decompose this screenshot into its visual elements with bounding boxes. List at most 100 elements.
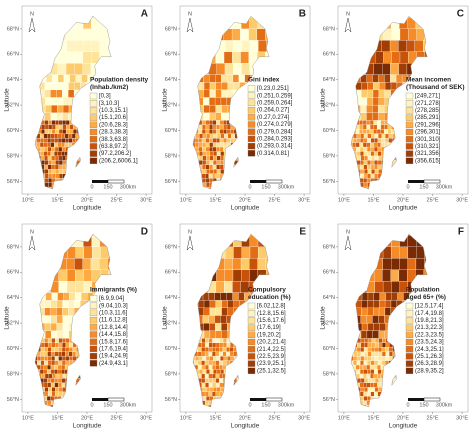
region <box>363 347 368 352</box>
region <box>48 169 53 174</box>
region <box>363 160 368 165</box>
region <box>47 351 52 357</box>
region <box>208 364 213 370</box>
region <box>61 364 66 370</box>
region <box>58 355 63 361</box>
legend-label: (301,310] <box>415 137 441 143</box>
region <box>370 391 375 397</box>
y-tick-label: 56°N <box>323 179 335 185</box>
region <box>367 164 371 170</box>
scale-bar <box>423 179 441 184</box>
region <box>208 292 215 301</box>
region <box>378 330 385 339</box>
scale-bar <box>408 180 424 183</box>
region <box>209 82 217 90</box>
region <box>212 342 217 348</box>
region <box>408 28 417 41</box>
region <box>370 124 374 130</box>
region <box>54 164 59 170</box>
y-tick-label: 58°N <box>323 153 335 159</box>
region <box>56 330 64 339</box>
y-tick-label: 58°N <box>323 371 335 377</box>
region <box>416 246 425 259</box>
y-tick-label: 68°N <box>323 26 335 32</box>
region <box>233 246 242 259</box>
region <box>54 360 59 366</box>
region <box>72 137 76 143</box>
region <box>362 124 367 130</box>
region <box>202 177 207 183</box>
legend-swatch <box>89 107 98 114</box>
region <box>205 173 209 179</box>
region <box>47 342 52 348</box>
region <box>198 155 203 161</box>
region <box>380 124 385 130</box>
region <box>73 129 77 134</box>
region <box>44 89 51 98</box>
region <box>212 347 216 352</box>
region <box>201 382 206 388</box>
scale-label: 150 <box>261 184 270 190</box>
map-panel: 68°N 66°N 64°N 62°N 60°N 58°N 56°N 10°E 15°E 20°E… <box>4 5 152 212</box>
legend-swatch <box>405 136 414 143</box>
region <box>204 391 209 397</box>
region <box>212 120 217 125</box>
region <box>194 137 199 143</box>
region <box>58 129 63 134</box>
region <box>375 338 379 343</box>
region <box>378 351 383 357</box>
region <box>206 169 211 174</box>
region <box>378 307 386 316</box>
y-tick-label: 66°N <box>323 270 335 276</box>
region <box>68 137 73 143</box>
region <box>221 104 228 113</box>
region <box>82 63 92 75</box>
region <box>359 391 364 397</box>
legend-label: (19,20.2] <box>257 332 281 338</box>
region <box>249 40 259 52</box>
y-axis-label: Latitude <box>162 306 169 330</box>
region <box>202 387 207 392</box>
legend-label: (22.3,23.5] <box>415 332 444 338</box>
region <box>51 342 56 348</box>
legend-title: Population <box>406 287 440 294</box>
country-outline <box>75 374 81 387</box>
region <box>357 378 362 383</box>
region <box>51 74 59 83</box>
region <box>51 347 56 352</box>
region <box>39 133 44 139</box>
region <box>205 146 210 152</box>
region <box>61 351 66 357</box>
region <box>374 369 378 375</box>
legend-label: (25.1,26.3] <box>415 354 444 360</box>
region <box>238 74 245 83</box>
legend-swatch <box>247 150 256 157</box>
region <box>374 160 379 165</box>
region <box>367 173 371 179</box>
legend-label: (0.251,0.259] <box>257 93 293 99</box>
region <box>45 97 52 106</box>
region <box>378 347 382 352</box>
region <box>371 342 376 348</box>
region <box>216 355 221 361</box>
region <box>223 142 228 148</box>
legend-swatch <box>405 324 414 331</box>
region <box>378 133 382 139</box>
region <box>51 155 56 161</box>
legend-swatch <box>247 106 256 114</box>
region <box>377 160 382 165</box>
scale-label: 300km <box>436 184 453 190</box>
region <box>58 382 62 388</box>
region <box>399 28 409 41</box>
region <box>355 129 360 134</box>
region <box>58 155 63 161</box>
region <box>43 364 48 370</box>
region <box>68 89 75 98</box>
region <box>360 151 364 157</box>
region <box>56 300 63 308</box>
region <box>363 382 367 388</box>
north-arrow <box>186 235 194 251</box>
legend-label: (271,278] <box>415 101 441 107</box>
region <box>202 160 207 165</box>
